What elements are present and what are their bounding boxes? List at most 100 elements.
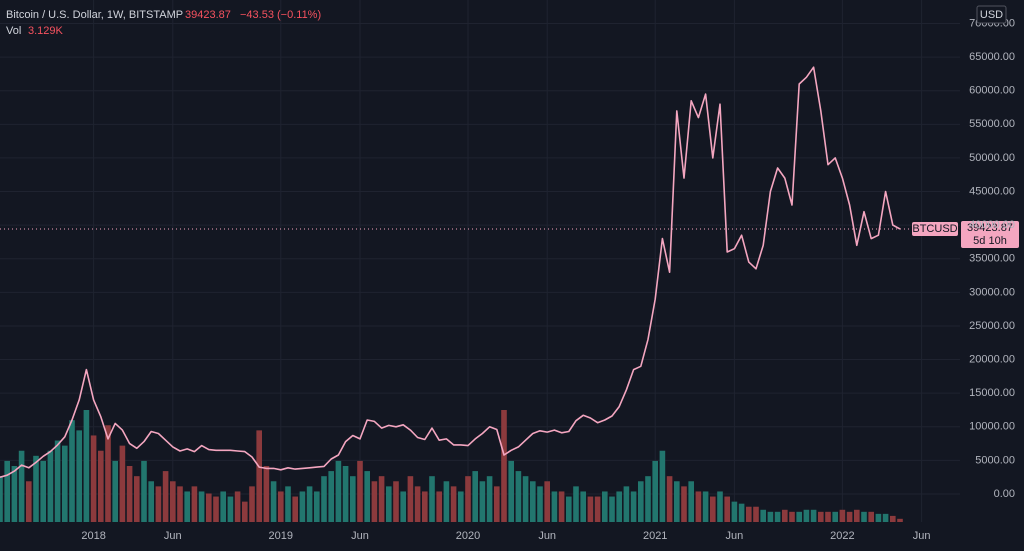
volume-bar [688,481,694,522]
volume-bar [674,481,680,522]
y-tick-label: 0.00 [994,488,1015,500]
volume-bar [436,491,442,522]
volume-bar [810,509,817,522]
volume-bar [26,481,32,522]
volume-bar [731,501,738,522]
volume-bar [875,513,882,522]
volume-bar [429,476,435,522]
volume-bar [400,491,406,522]
volume-bar [580,491,586,522]
currency[interactable]: USD [980,9,1003,21]
volume-bar [371,481,378,522]
volume-bar [206,493,212,522]
volume-bar [364,471,370,522]
volume-bar [472,471,478,522]
volume-bar [335,460,342,522]
x-tick-label: Jun [538,530,556,542]
volume-bar [746,506,752,522]
volume-bar [242,501,248,522]
y-tick-label: 55000.00 [969,118,1015,130]
volume-bar [234,491,241,522]
volume-bar [378,476,385,522]
volume-bar [443,481,450,522]
volume-bar [177,486,183,522]
volume-bar [47,450,54,522]
x-tick-label: 2022 [830,530,854,542]
y-tick-label: 45000.00 [969,185,1015,197]
price-change: −43.53 (−0.11%) [240,9,321,21]
volume-bar [854,509,860,522]
volume-bar [724,496,730,522]
volume-bar [803,509,810,522]
series-tag-label: BTCUSD [912,223,957,235]
volume-bar [458,491,464,522]
y-tick-label: 60000.00 [969,85,1015,97]
volume-bar [90,435,97,522]
volume-bar [774,511,781,522]
y-tick-label: 35000.00 [969,253,1015,265]
volume-bar [141,460,147,522]
volume-bar [753,506,759,522]
volume-bar [501,410,507,522]
volume-value: 3.129K [28,25,64,37]
volume-bar [184,491,190,522]
volume-bar [530,481,536,522]
volume-bar [314,491,320,522]
volume-bar [112,460,118,522]
volume-bar [119,445,126,522]
volume-bar [270,481,277,522]
price-line [0,66,901,478]
x-tick-label: Jun [351,530,369,542]
chart-title: Bitcoin / U.S. Dollar, 1W, BITSTAMP [6,9,183,21]
volume-bar [162,471,169,522]
volume-pane [0,410,903,522]
volume-bar [450,486,457,522]
x-tick-label: 2020 [456,530,480,542]
volume-bar [839,509,846,522]
volume-bar [342,466,349,522]
volume-bar [479,481,486,522]
y-tick-label: 50000.00 [969,152,1015,164]
volume-bar [659,450,666,522]
volume-bar [666,476,673,522]
volume-bar [33,455,39,522]
volume-bar [652,460,658,522]
volume-bar [882,513,889,522]
volume-bar [710,496,716,522]
volume-bar [638,481,644,522]
volume-bar [220,491,226,522]
volume-bar [818,511,824,522]
volume-bar [537,486,543,522]
x-tick-label: Jun [913,530,931,542]
volume-bar [170,481,176,522]
volume-bar [515,471,522,522]
volume-bar [0,476,3,522]
volume-bar [98,450,104,522]
volume-bar [796,511,802,522]
volume-bar [566,496,572,522]
volume-bar [861,511,867,522]
volume-bar [594,496,601,522]
volume-bar [760,509,766,522]
volume-bar [868,511,874,522]
volume-bar [486,476,493,522]
volume-bar [126,466,133,522]
volume-bar [278,491,284,522]
volume-bar [18,450,25,522]
volume-bar [249,486,255,522]
volume-bar [227,496,234,522]
y-tick-label: 65000.00 [969,51,1015,63]
volume-bar [616,491,622,522]
currency-box[interactable] [976,5,1007,24]
volume-bar [695,491,702,522]
volume-bar [789,511,795,522]
volume-bar [422,491,428,522]
volume-bar [155,486,162,522]
volume-bar [645,476,651,522]
volume-bar [76,430,82,522]
volume-bar [717,491,723,522]
price-tag [961,221,1019,249]
volume-bar [328,471,334,522]
volume-bar [350,476,356,522]
